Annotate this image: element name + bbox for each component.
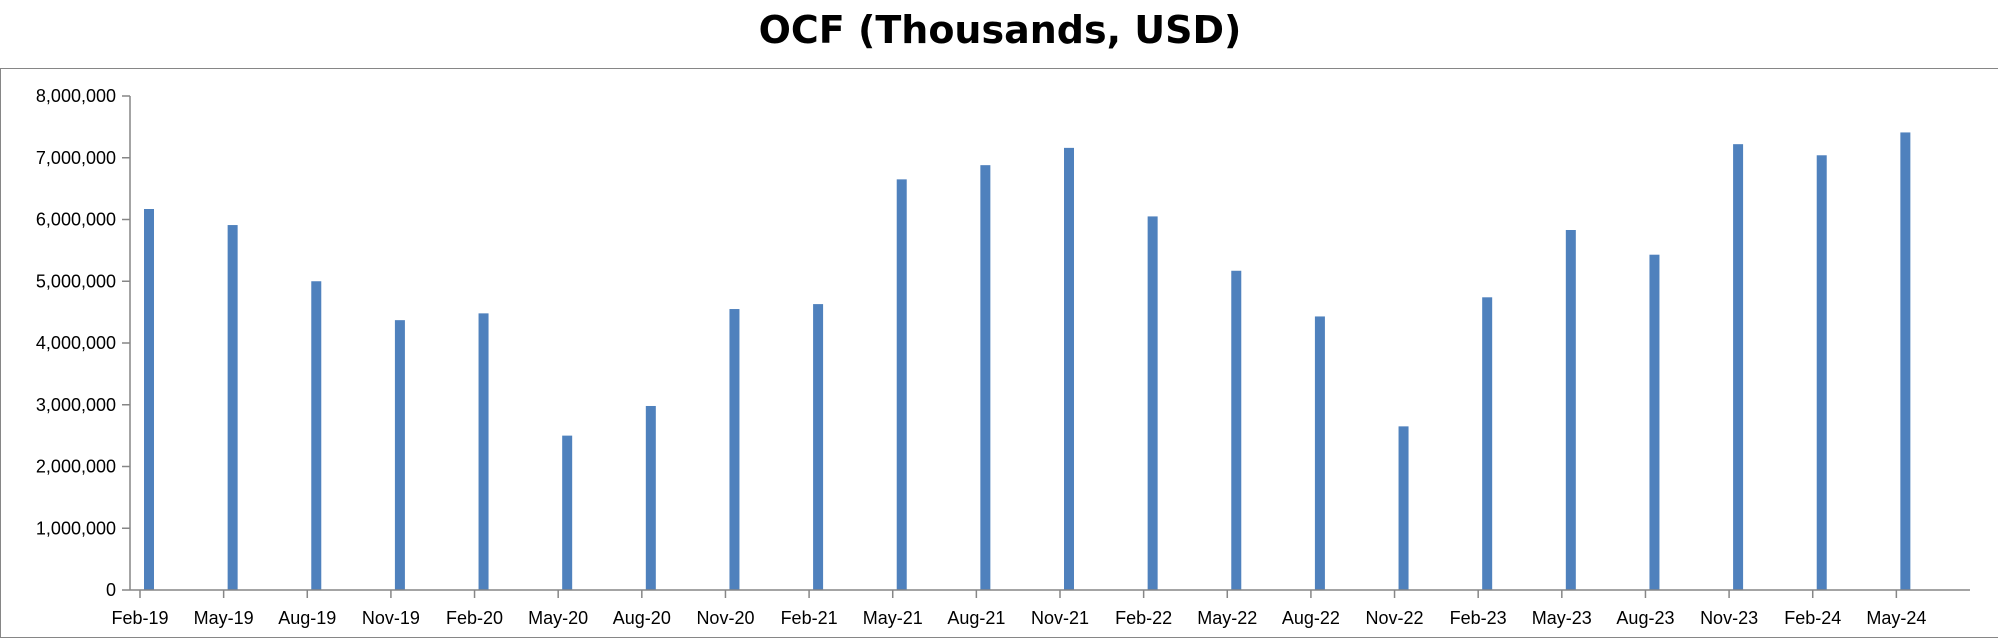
bar-nov-21: [1064, 147, 1074, 590]
y-axis-ticks: 0 1,000,000 2,000,000 3,000,000 4,000,000 5,0…: [36, 86, 130, 600]
x-tick-label: Nov-22: [1366, 608, 1424, 628]
x-tick-label: May-19: [194, 608, 254, 628]
x-tick-label: Nov-21: [1031, 608, 1089, 628]
bar-aug-20: [645, 405, 656, 590]
y-tick-label: 5,000,000: [36, 271, 116, 291]
bar-feb-24: [1816, 155, 1827, 590]
bar-feb-23: [1482, 297, 1493, 590]
y-tick-label: 6,000,000: [36, 210, 116, 230]
x-tick-label: May-21: [863, 608, 923, 628]
bar-nov-23: [1733, 144, 1744, 591]
x-tick-label: Aug-23: [1616, 608, 1674, 628]
chart-title: OCF (Thousands, USD): [758, 8, 1242, 52]
bar-may-21: [896, 179, 907, 591]
bars: [144, 132, 1911, 591]
x-tick-label: Nov-23: [1700, 608, 1758, 628]
bar-may-23: [1565, 229, 1576, 590]
bar-nov-22: [1398, 426, 1409, 590]
bar-may-19: [227, 225, 238, 590]
x-tick-label: May-23: [1532, 608, 1592, 628]
y-tick-label: 2,000,000: [36, 457, 116, 477]
bar-aug-22: [1314, 316, 1325, 590]
y-tick-label: 8,000,000: [36, 86, 116, 106]
x-tick-label: Aug-22: [1282, 608, 1340, 628]
x-tick-label: Feb-21: [781, 608, 838, 628]
x-tick-label: Feb-22: [1115, 608, 1172, 628]
bar-may-24: [1900, 132, 1911, 590]
x-tick-label: May-22: [1197, 608, 1257, 628]
bar-feb-20: [478, 313, 489, 590]
bar-feb-19: [144, 209, 154, 590]
x-tick-label: Feb-20: [446, 608, 503, 628]
x-tick-label: Feb-19: [111, 608, 168, 628]
bar-nov-20: [729, 309, 740, 590]
y-tick-label: 1,000,000: [36, 518, 116, 538]
x-tick-label: May-24: [1866, 608, 1926, 628]
bar-may-20: [562, 435, 573, 590]
bar-aug-19: [311, 281, 322, 590]
plot-area-border: [0, 68, 1998, 638]
x-tick-label: Feb-24: [1784, 608, 1841, 628]
bar-aug-23: [1649, 254, 1660, 590]
x-tick-label: Nov-19: [362, 608, 420, 628]
bar-may-22: [1231, 270, 1242, 590]
x-tick-label: Nov-20: [696, 608, 754, 628]
bar-feb-21: [813, 304, 824, 590]
bar-aug-21: [980, 165, 991, 590]
y-tick-label: 3,000,000: [36, 395, 116, 415]
y-tick-label: 0: [106, 580, 116, 600]
x-tick-label: May-20: [528, 608, 588, 628]
x-axis-ticks: Feb-19 May-19 Aug-19 Nov-19 Feb-20 May-20 Aug-…: [111, 590, 1926, 628]
bar-nov-19: [394, 320, 405, 590]
x-tick-label: Aug-19: [278, 608, 336, 628]
y-tick-label: 4,000,000: [36, 333, 116, 353]
x-tick-label: Feb-23: [1450, 608, 1507, 628]
y-tick-label: 7,000,000: [36, 148, 116, 168]
x-tick-label: Aug-21: [947, 608, 1005, 628]
x-tick-label: Aug-20: [613, 608, 671, 628]
bar-feb-22: [1147, 216, 1158, 590]
